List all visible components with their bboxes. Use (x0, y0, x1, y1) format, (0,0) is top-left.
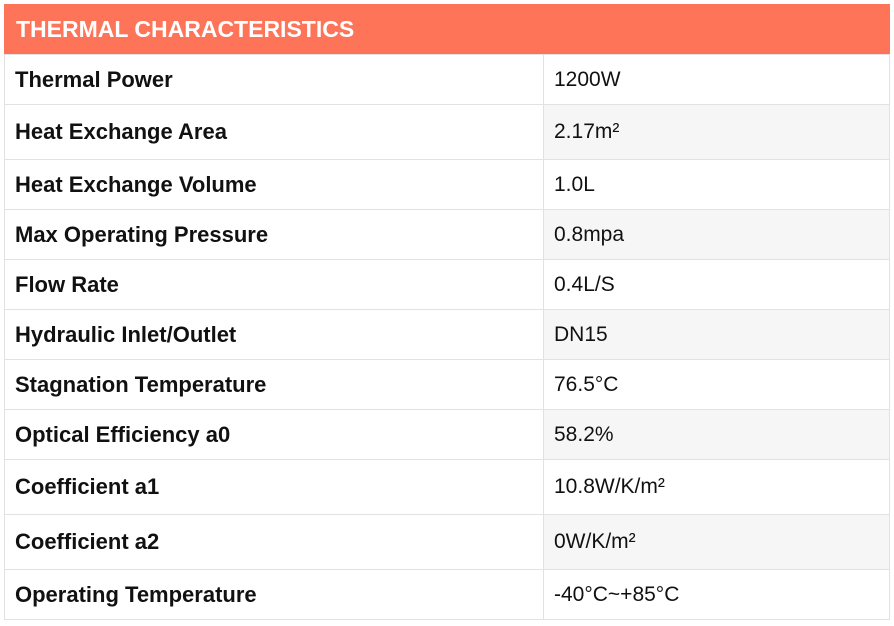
spec-value: -40°C~+85°C (543, 569, 890, 620)
spec-row: Heat Exchange Area 2.17m² (4, 104, 890, 160)
spec-row: Max Operating Pressure 0.8mpa (4, 209, 890, 260)
spec-label: Hydraulic Inlet/Outlet (4, 309, 544, 360)
spec-label: Flow Rate (4, 259, 544, 310)
spec-label: Heat Exchange Area (4, 104, 544, 160)
spec-row: Optical Efficiency a0 58.2% (4, 409, 890, 460)
spec-value: 0.4L/S (543, 259, 890, 310)
spec-label: Heat Exchange Volume (4, 159, 544, 210)
spec-value: 1200W (543, 54, 890, 105)
spec-row: Thermal Power 1200W (4, 54, 890, 105)
spec-value: 76.5°C (543, 359, 890, 410)
spec-value: 1.0L (543, 159, 890, 210)
spec-label: Optical Efficiency a0 (4, 409, 544, 460)
spec-label: Coefficient a1 (4, 459, 544, 515)
spec-value: 58.2% (543, 409, 890, 460)
spec-row: Coefficient a1 10.8W/K/m² (4, 459, 890, 515)
spec-row: Heat Exchange Volume 1.0L (4, 159, 890, 210)
spec-label: Operating Temperature (4, 569, 544, 620)
spec-row: Coefficient a2 0W/K/m² (4, 514, 890, 570)
spec-row: Flow Rate 0.4L/S (4, 259, 890, 310)
spec-table: Thermal Power 1200W Heat Exchange Area 2.17… (4, 54, 890, 620)
spec-label: Max Operating Pressure (4, 209, 544, 260)
spec-row: Operating Temperature -40°C~+85°C (4, 569, 890, 620)
spec-value: 2.17m² (543, 104, 890, 160)
spec-row: Hydraulic Inlet/Outlet DN15 (4, 309, 890, 360)
spec-label: Thermal Power (4, 54, 544, 105)
spec-value: 10.8W/K/m² (543, 459, 890, 515)
spec-row: Stagnation Temperature 76.5°C (4, 359, 890, 410)
spec-label: Stagnation Temperature (4, 359, 544, 410)
spec-sheet: THERMAL CHARACTERISTICS Thermal Power 120… (4, 4, 890, 620)
spec-value: DN15 (543, 309, 890, 360)
spec-label: Coefficient a2 (4, 514, 544, 570)
spec-value: 0.8mpa (543, 209, 890, 260)
spec-value: 0W/K/m² (543, 514, 890, 570)
section-header: THERMAL CHARACTERISTICS (4, 4, 890, 54)
